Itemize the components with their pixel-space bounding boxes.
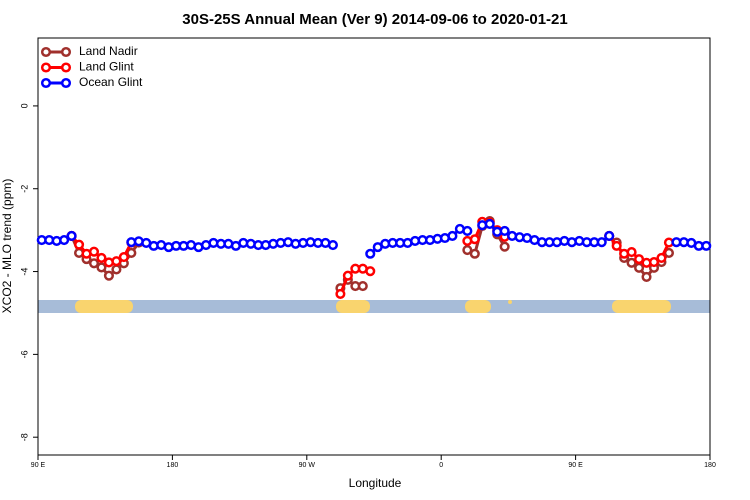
- y-tick-label: -2: [19, 185, 29, 193]
- x-tick-label: 0: [439, 462, 443, 469]
- point: [648, 256, 660, 268]
- legend-marker: [40, 77, 52, 89]
- point: [74, 239, 85, 250]
- legend-marker: [40, 62, 52, 73]
- y-tick-label: -8: [19, 433, 29, 441]
- point: [365, 266, 376, 277]
- point: [641, 271, 652, 282]
- x-tick-label: 180: [704, 462, 716, 469]
- land-segment: [508, 300, 512, 304]
- x-tick-label: 180: [167, 462, 179, 469]
- point: [626, 247, 637, 258]
- x-tick-label: 90 E: [31, 462, 46, 469]
- y-tick-label: -4: [19, 268, 29, 276]
- land-segment: [336, 300, 370, 313]
- chart-title: 30S-25S Annual Mean (Ver 9) 2014-09-06 t…: [182, 11, 567, 28]
- point: [365, 248, 376, 259]
- point: [335, 288, 346, 299]
- point: [447, 230, 458, 241]
- point: [626, 257, 637, 268]
- y-axis-label: XCO2 - MLO trend (ppm): [0, 179, 14, 314]
- point: [111, 264, 122, 275]
- point: [118, 252, 129, 263]
- point: [634, 262, 645, 273]
- point: [469, 234, 480, 245]
- point: [604, 230, 615, 241]
- point: [462, 225, 473, 237]
- point: [656, 252, 667, 263]
- y-tick-label: 0: [19, 103, 29, 108]
- point: [596, 237, 607, 248]
- x-axis-label: Longitude: [349, 476, 402, 490]
- legend-label: Ocean Glint: [79, 75, 143, 89]
- legend-marker: [60, 62, 72, 73]
- legend-label: Land Glint: [79, 60, 134, 74]
- point: [342, 270, 353, 281]
- legend-marker: [60, 77, 72, 89]
- point: [499, 241, 510, 252]
- land-segment: [465, 300, 491, 313]
- point: [103, 270, 114, 281]
- point: [701, 240, 712, 251]
- point: [499, 225, 510, 237]
- land-segment: [612, 300, 671, 313]
- point: [469, 248, 480, 259]
- x-tick-label: 90 W: [299, 462, 316, 469]
- point: [96, 252, 107, 263]
- point: [59, 235, 70, 246]
- point: [484, 218, 495, 229]
- legend-label: Land Nadir: [79, 44, 138, 58]
- point: [96, 262, 107, 273]
- point: [462, 244, 473, 256]
- point: [357, 280, 368, 292]
- point: [111, 256, 122, 267]
- legend-marker: [40, 46, 52, 58]
- legend-marker: [60, 46, 72, 58]
- point: [611, 240, 622, 251]
- point: [88, 246, 100, 257]
- point: [634, 254, 645, 265]
- land-segment: [75, 300, 133, 313]
- point: [88, 258, 100, 269]
- land-strip: [38, 300, 710, 313]
- point: [327, 240, 338, 251]
- x-tick-label: 90 E: [568, 462, 583, 469]
- point: [66, 230, 77, 241]
- y-tick-label: -6: [19, 350, 29, 358]
